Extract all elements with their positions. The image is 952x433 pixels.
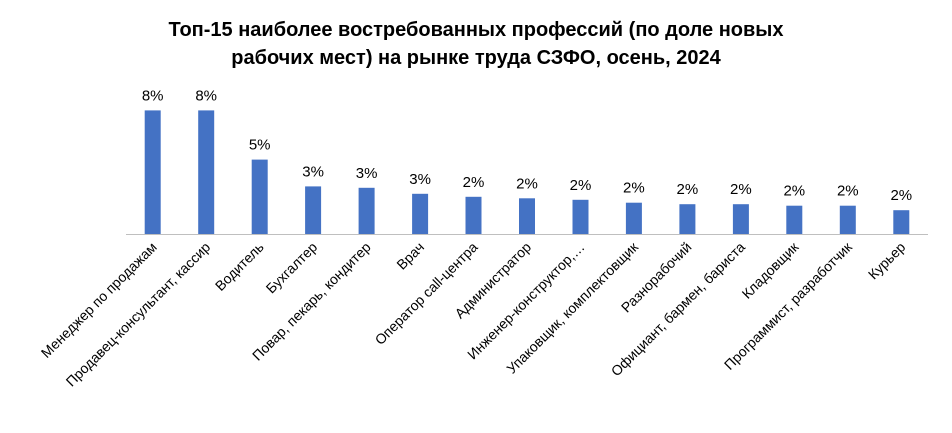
value-label-13: 2% — [783, 183, 805, 200]
value-labels-group: 8% 8% 5% 3% 3% 3% 2% 2% 2% 2% 2% 2% 2% 2% 2% — [142, 87, 912, 204]
bar-6 — [412, 193, 429, 234]
chart-title-line-2: рабочих мест) на рынке труда СЗФО, осень… — [231, 47, 721, 69]
value-label-15: 2% — [890, 187, 912, 204]
category-label-6: Врач — [393, 239, 427, 273]
bar-11 — [679, 204, 696, 234]
category-labels-group: Менеджер по продажамПродавец-консультант… — [38, 238, 909, 389]
category-label-15: Курьер — [865, 239, 909, 283]
value-label-7: 2% — [463, 174, 485, 191]
value-label-3: 5% — [249, 137, 271, 154]
bar-3 — [251, 159, 268, 234]
value-label-1: 8% — [142, 87, 164, 104]
bar-13 — [786, 205, 803, 234]
value-label-12: 2% — [730, 181, 752, 198]
category-label-7: Оператор call-центра — [372, 239, 481, 348]
value-label-9: 2% — [570, 177, 592, 194]
bar-12 — [732, 204, 749, 234]
chart-title-line-1: Топ-15 наиболее востребованных профессий… — [168, 19, 784, 41]
value-label-2: 8% — [195, 87, 217, 104]
value-label-4: 3% — [302, 163, 324, 180]
bar-2 — [198, 110, 215, 234]
bar-1 — [144, 110, 161, 234]
value-label-5: 3% — [356, 165, 378, 182]
bar-14 — [839, 205, 856, 234]
value-label-14: 2% — [837, 183, 859, 200]
value-label-6: 3% — [409, 171, 431, 188]
bar-15 — [893, 210, 910, 234]
bars-group — [144, 110, 910, 234]
bar-8 — [519, 198, 535, 234]
bar-5 — [358, 187, 375, 234]
category-label-4: Бухгалтер — [263, 239, 321, 297]
value-label-11: 2% — [677, 181, 699, 198]
bar-7 — [465, 196, 482, 234]
category-label-3: Водитель — [212, 239, 267, 294]
value-label-8: 2% — [516, 175, 538, 192]
chart-title: Топ-15 наиболее востребованных профессий… — [0, 16, 952, 72]
value-label-10: 2% — [623, 180, 645, 197]
bar-10 — [625, 202, 642, 234]
bar-4 — [305, 186, 322, 234]
bar-9 — [572, 199, 589, 234]
